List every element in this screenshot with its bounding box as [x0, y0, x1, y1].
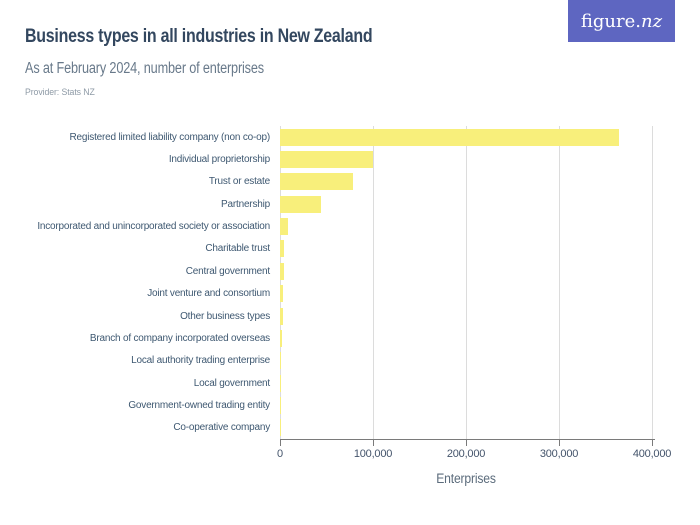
- x-tick-label: 200,000: [446, 448, 486, 460]
- x-tick-label: 100,000: [353, 448, 393, 460]
- bar-zone: [280, 374, 652, 392]
- bar[interactable]: [280, 151, 373, 169]
- bar-label: Individual proprietorship: [168, 154, 270, 166]
- x-axis-line: [280, 439, 655, 440]
- bar-zone: [280, 262, 652, 280]
- bar-row: Incorporated and unincorporated society …: [0, 215, 652, 237]
- bar-zone: [280, 285, 652, 303]
- bar-zone: [280, 173, 652, 191]
- bar[interactable]: [280, 173, 353, 191]
- bar-zone: [280, 240, 652, 258]
- bar-label: Trust or estate: [208, 176, 270, 188]
- bar[interactable]: [280, 218, 289, 236]
- bar-row: Government-owned trading entity: [0, 394, 652, 416]
- bar-label: Incorporated and unincorporated society …: [37, 221, 270, 233]
- bar-row: Branch of company incorporated overseas: [0, 327, 652, 349]
- x-tick-label: 400,000: [632, 448, 672, 460]
- bar-zone: [280, 396, 652, 414]
- bar-row: Partnership: [0, 193, 652, 215]
- bar-label: Local government: [193, 377, 270, 389]
- bar[interactable]: [280, 329, 283, 347]
- x-grid-line: [651, 126, 653, 439]
- x-grid-line: [372, 126, 374, 439]
- x-tick: [373, 440, 374, 446]
- provider-label: Provider: Stats NZ: [25, 87, 95, 98]
- bar-label: Partnership: [221, 198, 270, 210]
- page-title: Business types in all industries in New …: [25, 26, 373, 47]
- bar-row: Co-operative company: [0, 417, 652, 439]
- bar-label: Registered limited liability company (no…: [69, 131, 271, 143]
- bar-zone: [280, 195, 652, 213]
- bar[interactable]: [280, 262, 284, 280]
- bar-zone: [280, 218, 652, 236]
- bar-row: Local government: [0, 372, 652, 394]
- bar-label: Branch of company incorporated overseas: [89, 332, 270, 344]
- bar-row: Joint venture and consortium: [0, 283, 652, 305]
- bar-rows: Registered limited liability company (no…: [0, 126, 652, 439]
- logo-text-accent: nz: [641, 10, 663, 32]
- plot-area: [279, 126, 653, 439]
- bar[interactable]: [280, 240, 285, 258]
- bar-zone: [280, 352, 652, 370]
- bar-row: Central government: [0, 260, 652, 282]
- bar-row: Other business types: [0, 305, 652, 327]
- x-grid-line: [279, 126, 281, 439]
- x-grid-line: [558, 126, 560, 439]
- figurenz-logo[interactable]: figure. nz: [568, 0, 675, 42]
- bar-zone: [280, 307, 652, 325]
- bar-label: Co-operative company: [173, 422, 270, 434]
- bar-label: Government-owned trading entity: [128, 399, 270, 411]
- bar-row: Charitable trust: [0, 238, 652, 260]
- bar-zone: [280, 329, 652, 347]
- bar-label: Charitable trust: [205, 243, 270, 255]
- x-tick: [466, 440, 467, 446]
- logo-text-main: figure.: [580, 10, 642, 32]
- bar-row: Trust or estate: [0, 171, 652, 193]
- bar[interactable]: [280, 285, 284, 303]
- bar-zone: [280, 128, 652, 146]
- bar-row: Local authority trading enterprise: [0, 350, 652, 372]
- bar-zone: [280, 151, 652, 169]
- bar-row: Registered limited liability company (no…: [0, 126, 652, 148]
- x-grid-line: [465, 126, 467, 439]
- x-tick-label: 300,000: [539, 448, 579, 460]
- bar-label: Central government: [185, 265, 270, 277]
- x-tick-label: 0: [277, 448, 283, 460]
- bar[interactable]: [280, 195, 321, 213]
- x-tick: [652, 440, 653, 446]
- x-axis-title: Enterprises: [436, 471, 496, 486]
- x-tick: [559, 440, 560, 446]
- bar[interactable]: [280, 128, 620, 146]
- bar-zone: [280, 419, 652, 437]
- bar-row: Individual proprietorship: [0, 148, 652, 170]
- bar-label: Other business types: [180, 310, 270, 322]
- chart-subtitle: As at February 2024, number of enterpris…: [25, 60, 264, 77]
- bar-label: Local authority trading enterprise: [131, 355, 270, 367]
- bar-label: Joint venture and consortium: [147, 288, 270, 300]
- x-tick: [280, 440, 281, 446]
- bar[interactable]: [280, 307, 283, 325]
